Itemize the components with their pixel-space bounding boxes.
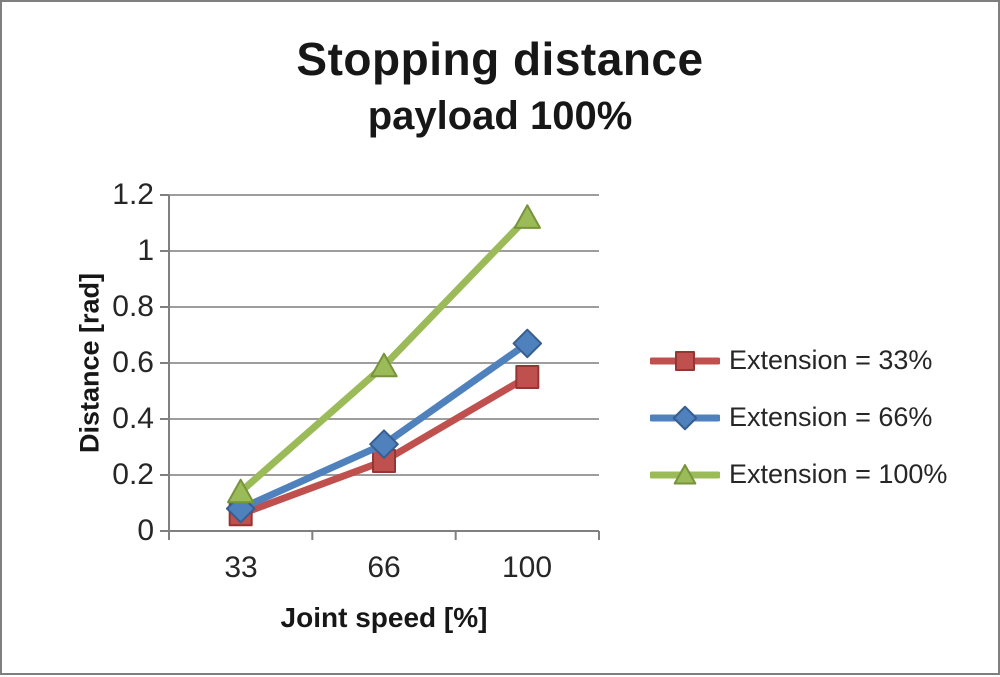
y-axis-tick-label: 1.2 [112, 178, 154, 211]
y-axis-tick-label: 0 [137, 514, 154, 547]
legend-marker-triangle-icon [650, 463, 720, 485]
y-axis-tick-label: 0.8 [112, 290, 154, 323]
y-axis-tick-label: 1 [137, 234, 154, 267]
y-axis-title: Distance [rad] [74, 272, 105, 454]
y-axis-tick-label: 0.2 [112, 458, 154, 491]
legend-item-label: Extension = 66% [729, 402, 933, 432]
legend-marker-square-icon [650, 350, 720, 371]
x-axis-title: Joint speed [%] [280, 602, 488, 633]
y-axis-tick-label: 0.6 [112, 346, 154, 379]
legend: Extension = 33% Extension = 66% Extensio… [650, 332, 947, 503]
legend-item: Extension = 33% [650, 332, 947, 389]
legend-item: Extension = 66% [650, 389, 947, 446]
chart-title: Stopping distance [296, 33, 704, 85]
x-axis-tick-label: 33 [224, 551, 258, 584]
y-axis-tick-label: 0.4 [112, 402, 154, 435]
legend-item: Extension = 100% [650, 446, 947, 503]
legend-item-label: Extension = 100% [729, 459, 948, 489]
legend-marker-diamond-icon [650, 405, 720, 430]
legend-item-label: Extension = 33% [729, 345, 933, 375]
chart-subtitle: payload 100% [367, 94, 633, 138]
x-axis-tick-label: 66 [367, 551, 401, 584]
x-axis-tick-label: 100 [501, 551, 553, 584]
